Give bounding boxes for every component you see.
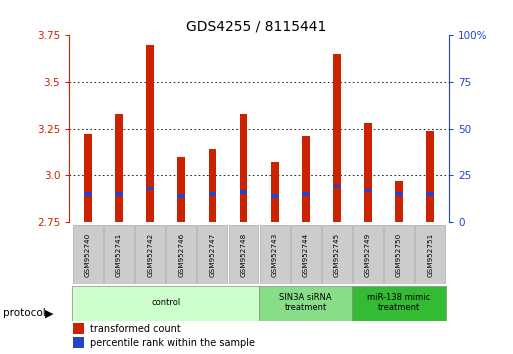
Bar (240, 190, 247, 194)
FancyBboxPatch shape (104, 225, 134, 284)
Bar (84, 134, 92, 222)
Bar (395, 192, 403, 196)
Bar (208, 149, 216, 222)
Text: GSM952751: GSM952751 (427, 233, 433, 277)
FancyBboxPatch shape (259, 286, 352, 321)
Bar (302, 192, 310, 196)
Bar (271, 162, 279, 222)
Text: protocol: protocol (3, 308, 45, 318)
Bar (426, 131, 434, 222)
FancyBboxPatch shape (166, 225, 196, 284)
Text: GSM952745: GSM952745 (334, 233, 340, 277)
Bar (240, 114, 247, 222)
FancyBboxPatch shape (322, 225, 352, 284)
Bar (115, 192, 123, 196)
Bar (395, 181, 403, 222)
Text: transformed count: transformed count (90, 324, 181, 334)
Bar (333, 185, 341, 188)
Text: control: control (151, 298, 181, 307)
Bar (115, 114, 123, 222)
Bar (333, 54, 341, 222)
FancyBboxPatch shape (352, 286, 446, 321)
FancyBboxPatch shape (72, 286, 259, 321)
Text: SIN3A siRNA
treatment: SIN3A siRNA treatment (280, 293, 332, 313)
Bar (146, 45, 154, 222)
Bar (146, 187, 154, 190)
Text: miR-138 mimic
treatment: miR-138 mimic treatment (367, 293, 431, 313)
Text: ▶: ▶ (45, 308, 54, 318)
Bar (364, 189, 372, 192)
FancyBboxPatch shape (198, 225, 227, 284)
Text: GSM952740: GSM952740 (85, 233, 91, 277)
Text: GSM952748: GSM952748 (241, 233, 247, 277)
Text: GSM952749: GSM952749 (365, 233, 371, 277)
Text: GSM952743: GSM952743 (271, 233, 278, 277)
Bar (271, 194, 279, 198)
FancyBboxPatch shape (135, 225, 165, 284)
Bar (426, 192, 434, 196)
Bar (208, 192, 216, 196)
Bar (302, 136, 310, 222)
FancyBboxPatch shape (229, 225, 259, 284)
Text: GDS4255 / 8115441: GDS4255 / 8115441 (186, 19, 327, 34)
Text: GSM952746: GSM952746 (179, 233, 184, 277)
Bar (84, 192, 92, 196)
FancyBboxPatch shape (73, 225, 103, 284)
FancyBboxPatch shape (291, 225, 321, 284)
Text: GSM952747: GSM952747 (209, 233, 215, 277)
FancyBboxPatch shape (353, 225, 383, 284)
Bar (177, 194, 185, 198)
Text: GSM952744: GSM952744 (303, 233, 309, 277)
FancyBboxPatch shape (260, 225, 289, 284)
Bar (177, 157, 185, 222)
Text: GSM952742: GSM952742 (147, 233, 153, 277)
FancyBboxPatch shape (415, 225, 445, 284)
Bar (73, 324, 85, 335)
Bar (73, 337, 85, 348)
FancyBboxPatch shape (384, 225, 414, 284)
Text: GSM952741: GSM952741 (116, 233, 122, 277)
Text: GSM952750: GSM952750 (396, 233, 402, 277)
Bar (364, 123, 372, 222)
Text: percentile rank within the sample: percentile rank within the sample (90, 338, 255, 348)
